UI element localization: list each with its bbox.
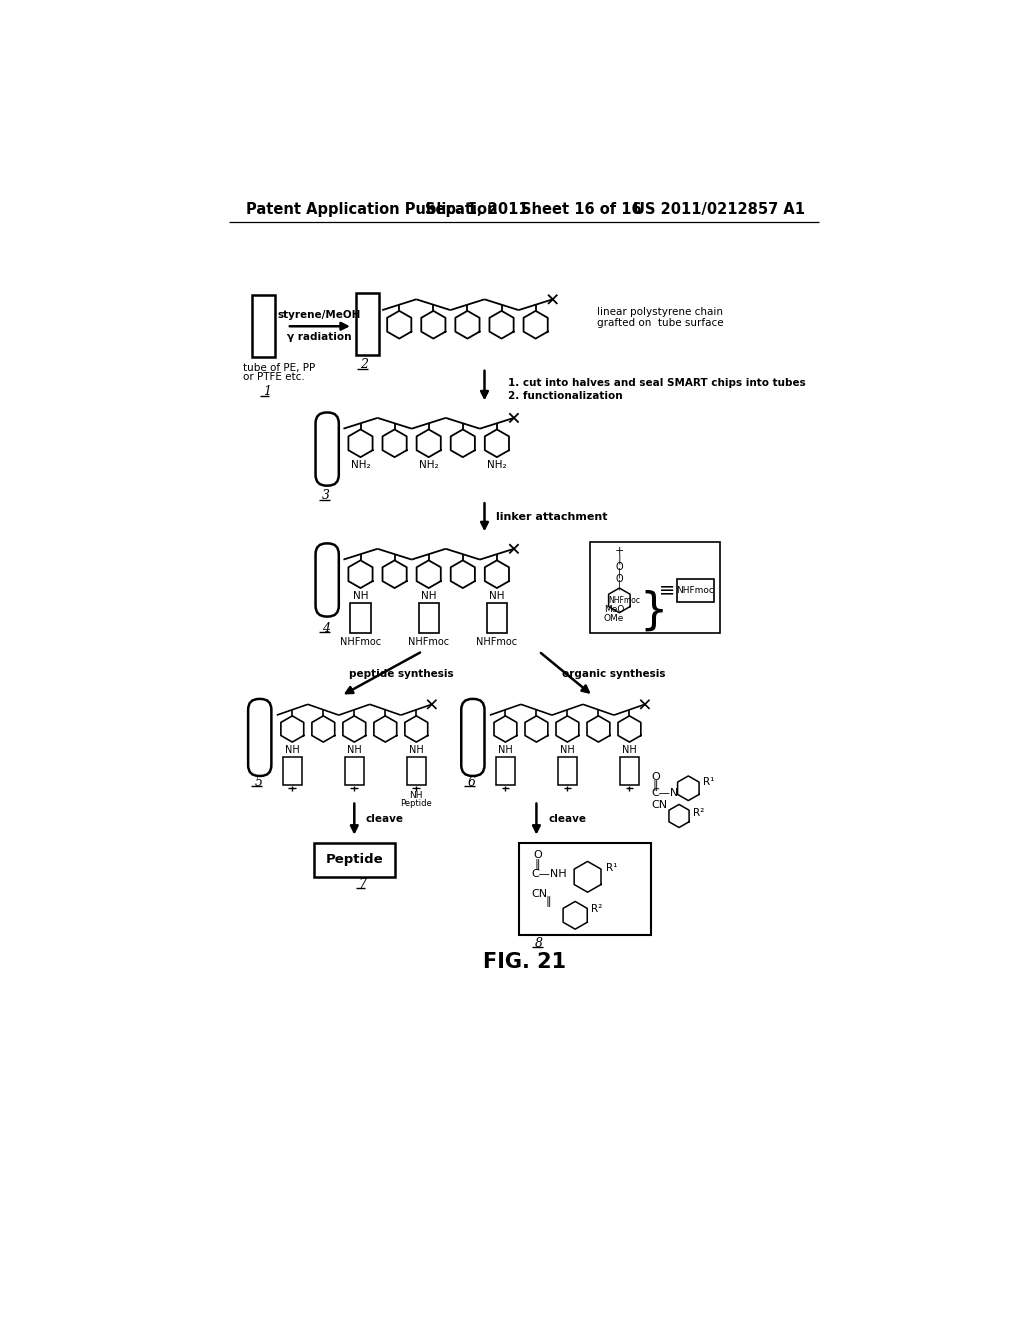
Text: |: | — [617, 579, 621, 590]
Bar — [345, 758, 364, 785]
Bar — [558, 758, 577, 785]
Text: ∥: ∥ — [652, 780, 658, 791]
Text: NH₂: NH₂ — [487, 459, 507, 470]
Text: 3: 3 — [322, 490, 330, 502]
Text: NH: NH — [489, 591, 505, 601]
Text: 2: 2 — [360, 358, 369, 371]
Text: organic synthesis: organic synthesis — [562, 669, 666, 680]
Text: Patent Application Publication: Patent Application Publication — [246, 202, 498, 218]
Text: 8: 8 — [535, 936, 543, 949]
Text: NH₂: NH₂ — [419, 459, 438, 470]
Bar — [621, 758, 639, 785]
Text: |: | — [617, 553, 622, 564]
Bar — [496, 758, 515, 785]
Text: NH: NH — [498, 744, 513, 755]
Text: NH: NH — [409, 744, 424, 755]
Text: NH: NH — [285, 744, 300, 755]
Text: ≡: ≡ — [659, 579, 676, 599]
Text: CN: CN — [651, 800, 668, 810]
Text: linker attachment: linker attachment — [496, 512, 607, 523]
Text: NH: NH — [347, 744, 361, 755]
FancyBboxPatch shape — [461, 700, 484, 776]
Text: peptide synthesis: peptide synthesis — [349, 669, 454, 680]
Text: FIG. 21: FIG. 21 — [483, 952, 566, 973]
Text: O: O — [615, 561, 624, 572]
Bar — [350, 603, 371, 632]
Text: Sep. 1, 2011: Sep. 1, 2011 — [425, 202, 528, 218]
Text: linear polystyrene chain: linear polystyrene chain — [597, 308, 723, 317]
Text: styrene/MeOH: styrene/MeOH — [278, 310, 361, 321]
Text: NHFmoc: NHFmoc — [340, 638, 381, 647]
Text: O: O — [534, 850, 542, 861]
Text: Peptide: Peptide — [400, 799, 432, 808]
Text: 6: 6 — [467, 776, 475, 788]
Text: US 2011/0212857 A1: US 2011/0212857 A1 — [633, 202, 805, 218]
Text: Sheet 16 of 16: Sheet 16 of 16 — [521, 202, 642, 218]
Bar — [314, 843, 394, 876]
Text: R¹: R¹ — [606, 862, 617, 873]
Bar — [252, 296, 275, 358]
Text: OMe: OMe — [604, 614, 625, 623]
Bar — [486, 603, 507, 632]
Bar — [283, 758, 302, 785]
Text: NHFmoc: NHFmoc — [409, 638, 450, 647]
Text: +: + — [614, 546, 624, 556]
Bar — [590, 543, 720, 632]
Text: 5: 5 — [254, 776, 262, 788]
Text: NH: NH — [352, 591, 369, 601]
Text: R²: R² — [592, 904, 603, 915]
Text: cleave: cleave — [366, 814, 403, 824]
FancyBboxPatch shape — [248, 700, 271, 776]
Text: cleave: cleave — [548, 814, 586, 824]
Text: Peptide: Peptide — [326, 853, 383, 866]
Bar — [419, 603, 438, 632]
Text: }: } — [640, 590, 668, 632]
Bar — [407, 758, 426, 785]
Text: NH: NH — [560, 744, 574, 755]
Text: 4: 4 — [322, 622, 330, 635]
Bar — [519, 843, 651, 936]
Text: O: O — [651, 772, 659, 783]
Text: NH: NH — [421, 591, 436, 601]
FancyBboxPatch shape — [315, 412, 339, 486]
Bar — [356, 293, 379, 355]
Text: C—N: C—N — [651, 788, 678, 797]
Text: tube of PE, PP: tube of PE, PP — [243, 363, 315, 372]
Text: ∥: ∥ — [546, 896, 551, 907]
Text: NH: NH — [410, 792, 423, 800]
Bar — [677, 578, 714, 602]
Text: NH: NH — [622, 744, 637, 755]
Text: C—NH: C—NH — [531, 869, 567, 879]
Text: NHFmoc: NHFmoc — [608, 595, 640, 605]
Text: O: O — [615, 574, 624, 583]
Text: ∥: ∥ — [535, 859, 541, 870]
Text: 1. cut into halves and seal SMART chips into tubes: 1. cut into halves and seal SMART chips … — [508, 379, 806, 388]
Text: R¹: R¹ — [703, 777, 715, 787]
Text: MeO: MeO — [604, 605, 625, 614]
Text: grafted on  tube surface: grafted on tube surface — [597, 318, 724, 329]
Text: 1: 1 — [263, 385, 271, 399]
Text: R²: R² — [693, 808, 705, 818]
Text: 2. functionalization: 2. functionalization — [508, 391, 623, 400]
Text: CN: CN — [531, 888, 548, 899]
Text: |: | — [617, 568, 621, 578]
Text: NHFmoc: NHFmoc — [476, 638, 517, 647]
Text: γ radiation: γ radiation — [287, 333, 351, 342]
Text: 7: 7 — [359, 878, 367, 891]
Text: NH₂: NH₂ — [350, 459, 371, 470]
FancyBboxPatch shape — [315, 544, 339, 616]
Text: NHFmoc: NHFmoc — [677, 586, 714, 595]
Text: or PTFE etc.: or PTFE etc. — [243, 372, 304, 381]
